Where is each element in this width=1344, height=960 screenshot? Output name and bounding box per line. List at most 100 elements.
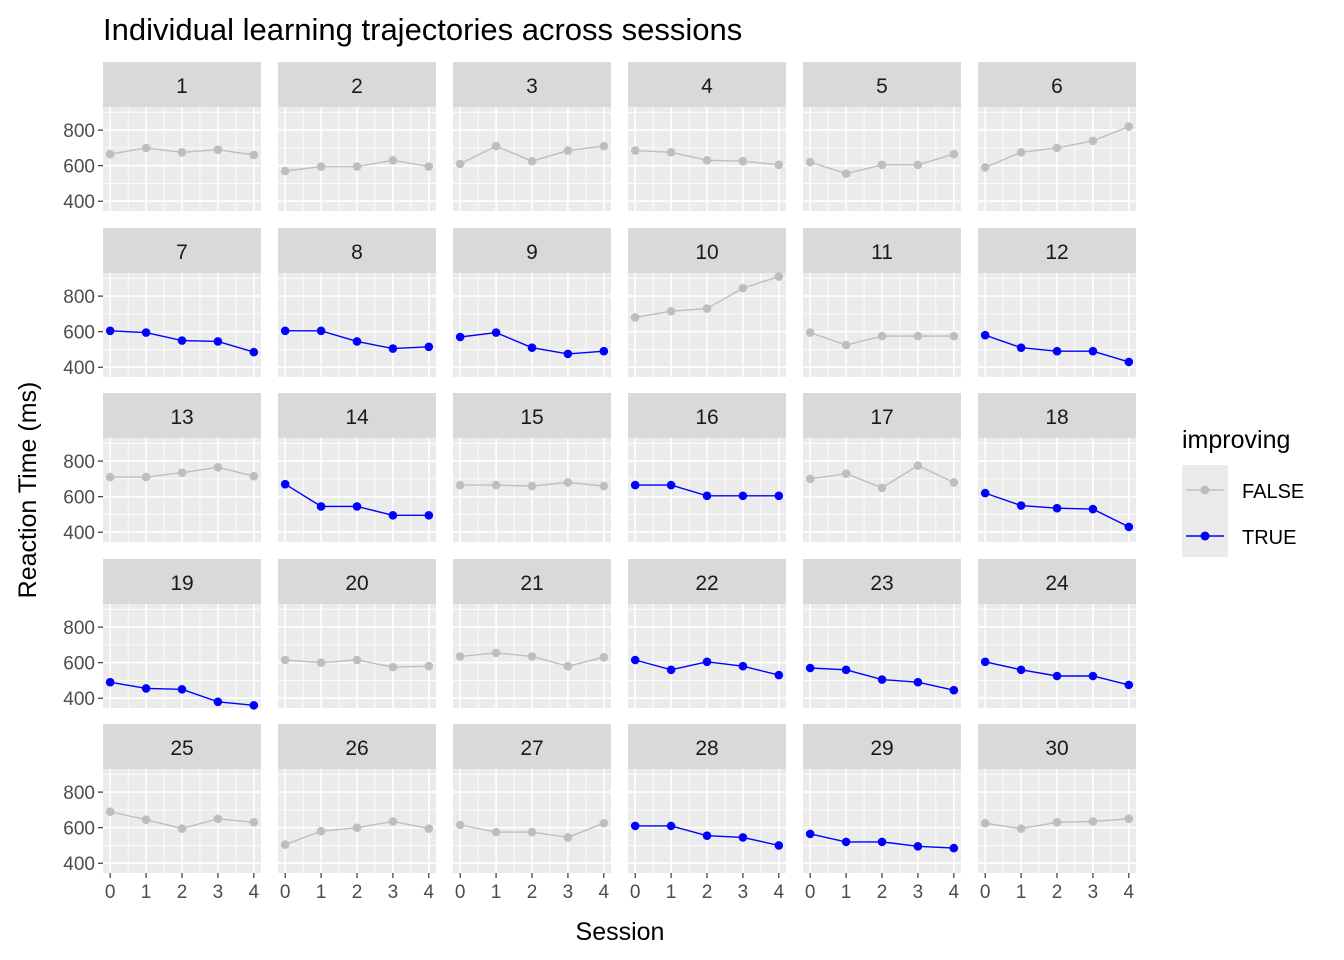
facet-panel-26: 26 0 1 2 3 4 bbox=[278, 724, 436, 903]
facet-panel-18: 18 bbox=[978, 393, 1136, 542]
x-tick-label: 2 bbox=[527, 882, 538, 903]
facet-panel-15: 15 bbox=[453, 393, 611, 542]
facet-panel-17: 17 bbox=[803, 393, 961, 542]
facet-strip bbox=[278, 228, 436, 273]
legend-label-true: TRUE bbox=[1242, 527, 1296, 549]
x-tick-label: 0 bbox=[630, 882, 641, 903]
facet-strip-label: 3 bbox=[526, 75, 538, 98]
data-point bbox=[774, 272, 784, 281]
y-axis-title: Reaction Time (ms) bbox=[14, 382, 42, 599]
data-point bbox=[249, 818, 259, 827]
data-point bbox=[527, 343, 537, 352]
facet-panel-24: 24 bbox=[978, 559, 1136, 708]
data-point bbox=[805, 474, 815, 484]
facet-panel-21: 21 bbox=[453, 559, 611, 708]
x-tick-label: 3 bbox=[388, 882, 399, 903]
data-point bbox=[213, 145, 223, 154]
data-point bbox=[105, 149, 115, 159]
facet-strip bbox=[978, 559, 1136, 604]
data-point bbox=[949, 685, 959, 695]
y-tick-label: 400 bbox=[63, 523, 95, 544]
data-point bbox=[666, 306, 676, 316]
data-point bbox=[805, 663, 815, 673]
data-point bbox=[1052, 346, 1062, 356]
facet-panel-13: 13 400 600 800 bbox=[63, 393, 261, 544]
y-tick-label: 800 bbox=[63, 121, 95, 142]
data-point bbox=[877, 675, 887, 684]
data-point bbox=[702, 831, 712, 840]
data-point bbox=[805, 157, 815, 167]
facet-panel-22: 22 bbox=[628, 559, 786, 708]
legend-key-background bbox=[1182, 465, 1228, 557]
data-point bbox=[455, 652, 465, 661]
data-point bbox=[316, 326, 326, 336]
facet-strip-label: 28 bbox=[695, 737, 718, 760]
facet-strip bbox=[628, 62, 786, 107]
facet-panel-11: 11 bbox=[803, 228, 961, 377]
facet-panel-7: 7 400 600 800 bbox=[63, 228, 261, 379]
data-point bbox=[913, 842, 923, 851]
facet-strip bbox=[103, 559, 261, 604]
data-point bbox=[352, 162, 362, 171]
x-tick-label: 3 bbox=[913, 882, 924, 903]
x-tick-label: 0 bbox=[980, 882, 991, 903]
facet-panel-25: 25 400 600 800 0 1 2 3 4 bbox=[63, 724, 261, 903]
facet-strip bbox=[453, 62, 611, 107]
facet-strip-label: 22 bbox=[695, 572, 718, 595]
data-point bbox=[249, 471, 259, 481]
data-point bbox=[630, 313, 640, 322]
facet-strip bbox=[803, 393, 961, 438]
data-point bbox=[877, 160, 887, 170]
data-point bbox=[455, 332, 465, 342]
data-point bbox=[105, 472, 115, 482]
y-tick-label: 800 bbox=[63, 452, 95, 473]
data-point bbox=[280, 840, 290, 849]
data-point bbox=[666, 665, 676, 675]
facet-strip bbox=[628, 393, 786, 438]
facet-panel-20: 20 bbox=[278, 559, 436, 708]
data-point bbox=[316, 658, 326, 667]
data-point bbox=[949, 478, 959, 487]
data-point bbox=[352, 823, 362, 832]
y-tick-label: 800 bbox=[63, 618, 95, 639]
facet-strip-label: 2 bbox=[351, 75, 363, 98]
facet-panel-3: 3 bbox=[453, 62, 611, 211]
facet-strip bbox=[803, 228, 961, 273]
data-point bbox=[1052, 503, 1062, 513]
facet-strip-label: 13 bbox=[170, 406, 193, 429]
data-point bbox=[455, 159, 465, 169]
facet-panel-12: 12 bbox=[978, 228, 1136, 377]
data-point bbox=[141, 472, 151, 482]
data-point bbox=[980, 818, 990, 828]
facet-panel-4: 4 bbox=[628, 62, 786, 211]
facet-panel-10: 10 bbox=[628, 228, 786, 377]
chart-title: Individual learning trajectories across … bbox=[103, 12, 742, 47]
data-point bbox=[141, 328, 151, 337]
data-point bbox=[1124, 814, 1134, 824]
data-point bbox=[774, 491, 784, 501]
data-point bbox=[702, 156, 712, 165]
data-point bbox=[563, 833, 573, 842]
data-point bbox=[316, 502, 326, 511]
data-point bbox=[213, 814, 223, 824]
data-point bbox=[1016, 665, 1026, 675]
data-point bbox=[491, 480, 501, 490]
x-tick-label: 3 bbox=[563, 882, 574, 903]
data-point bbox=[491, 648, 501, 658]
x-tick-label: 4 bbox=[1124, 882, 1135, 903]
facet-strip bbox=[453, 228, 611, 273]
y-tick-label: 800 bbox=[63, 783, 95, 804]
x-tick-label: 2 bbox=[177, 882, 188, 903]
data-point bbox=[563, 349, 573, 359]
facet-panel-23: 23 bbox=[803, 559, 961, 708]
y-tick-label: 400 bbox=[63, 689, 95, 710]
data-point bbox=[630, 146, 640, 155]
x-tick-label: 1 bbox=[666, 882, 677, 903]
data-point bbox=[424, 342, 434, 352]
data-point bbox=[599, 653, 609, 662]
facet-strip bbox=[978, 724, 1136, 769]
data-point bbox=[213, 337, 223, 346]
data-point bbox=[774, 670, 784, 680]
data-point bbox=[527, 652, 537, 661]
